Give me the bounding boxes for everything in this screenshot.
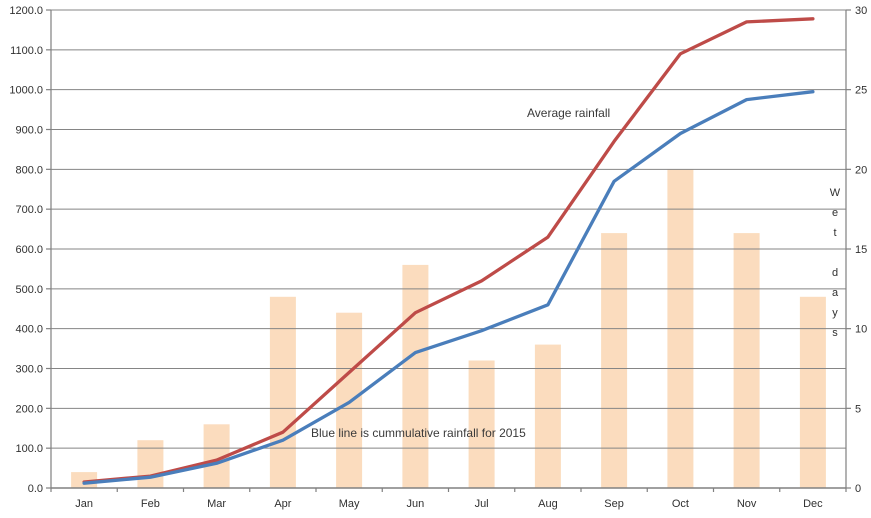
svg-text:Dec: Dec: [803, 498, 823, 510]
bar-Sep: [601, 233, 628, 488]
svg-text:Oct: Oct: [672, 498, 689, 510]
bar-Jul: [468, 360, 495, 488]
svg-text:Jul: Jul: [475, 498, 489, 510]
svg-text:Nov: Nov: [737, 498, 757, 510]
svg-text:1100.0: 1100.0: [10, 45, 43, 57]
svg-text:20: 20: [855, 164, 867, 176]
svg-text:Sep: Sep: [604, 498, 624, 510]
svg-text:May: May: [339, 498, 360, 510]
average-rainfall-line: [82, 17, 815, 484]
gridlines: [51, 9, 846, 449]
svg-text:0: 0: [855, 483, 861, 495]
svg-text:1000.0: 1000.0: [9, 85, 43, 97]
svg-text:1200.0: 1200.0: [9, 5, 43, 17]
bar-Feb: [137, 440, 164, 488]
svg-text:Jan: Jan: [75, 498, 93, 510]
svg-text:25: 25: [855, 85, 867, 97]
svg-text:700.0: 700.0: [15, 204, 43, 216]
svg-text:100.0: 100.0: [15, 443, 43, 455]
svg-text:Feb: Feb: [141, 498, 160, 510]
svg-text:10: 10: [855, 324, 867, 336]
left-axis-labels: 0.0 100.0 200.0 300.0 400.0 500.0 600.0 700.0 80…: [9, 5, 43, 495]
svg-text:Aug: Aug: [538, 498, 558, 510]
svg-text:400.0: 400.0: [15, 324, 43, 336]
bar-Aug: [534, 344, 561, 488]
bars-wet-days: [71, 169, 826, 489]
svg-text:300.0: 300.0: [15, 364, 43, 376]
right-axis-labels: 0 5 10 15 20 25 30: [855, 5, 867, 495]
axes: [46, 9, 851, 492]
svg-text:Mar: Mar: [207, 498, 226, 510]
svg-text:900.0: 900.0: [15, 125, 43, 137]
svg-text:15: 15: [855, 244, 867, 256]
bar-Dec: [799, 296, 826, 488]
blue-line-note: Blue line is cummulative rainfall for 20…: [311, 426, 526, 440]
month-labels: Jan Feb Mar Apr May Jun Jul Aug Sep Oct Nov Dec: [75, 498, 823, 510]
svg-text:500.0: 500.0: [15, 284, 43, 296]
svg-text:Apr: Apr: [274, 498, 291, 510]
svg-text:30: 30: [855, 5, 867, 17]
svg-text:5: 5: [855, 403, 861, 415]
average-rainfall-label: Average rainfall: [527, 106, 611, 120]
svg-text:0.0: 0.0: [28, 483, 43, 495]
bar-Jun: [402, 264, 429, 488]
svg-text:800.0: 800.0: [15, 164, 43, 176]
cumulative-rainfall-2015-line: [82, 90, 815, 485]
svg-text:600.0: 600.0: [15, 244, 43, 256]
bar-Nov: [733, 233, 760, 488]
bar-Apr: [269, 296, 296, 488]
svg-text:Jun: Jun: [407, 498, 425, 510]
svg-text:200.0: 200.0: [15, 403, 43, 415]
